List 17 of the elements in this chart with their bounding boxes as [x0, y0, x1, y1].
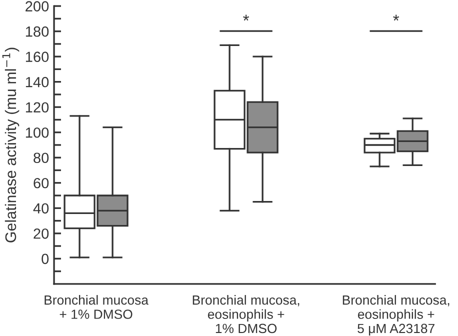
y-tick-label: 60 — [34, 178, 49, 188]
y-axis-title: Gelatinase activity (mu ml$^{−1}$) — [2, 48, 20, 242]
annotation: * — [393, 14, 400, 21]
y-tick-label: 40 — [33, 203, 49, 214]
y-tick-label: 180 — [26, 26, 49, 37]
x-tick-label: Bronchial mucosa, eosinophils + 1% DMSO — [192, 295, 300, 334]
y-tick-label: 200 — [26, 1, 49, 12]
y-tick-label: 140 — [26, 76, 49, 88]
x-tick-label: Bronchial mucosa, eosinophils + 5 μM A23187 — [342, 295, 450, 336]
y-tick-label: 120 — [26, 102, 49, 113]
y-tick-label: 0 — [42, 254, 49, 264]
y-tick-label: 80 — [34, 152, 49, 164]
y-tick-label: 160 — [26, 52, 49, 62]
annotation: * — [243, 14, 250, 21]
y-tick-label: 100 — [26, 127, 49, 138]
x-tick-label: Bronchial mucosa + 1% DMSO — [44, 295, 148, 319]
y-tick-label: 20 — [34, 228, 49, 239]
